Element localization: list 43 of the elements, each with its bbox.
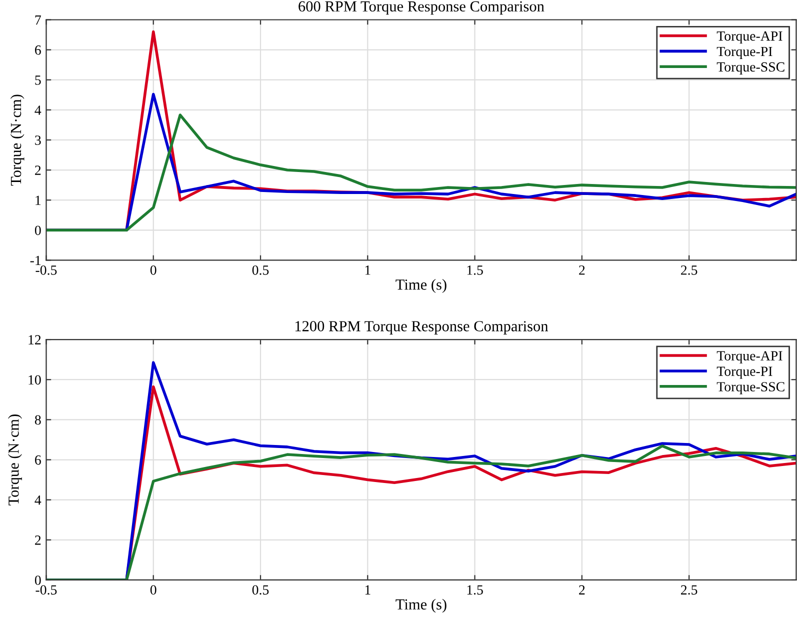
x-tick-label: 2.5 [680,585,698,595]
y-tick-label: 8 [34,415,41,425]
y-tick-label: 4 [34,496,42,505]
x-axis-title: Time (s) [396,279,446,293]
y-tick-label: 6 [35,45,41,55]
chart-title: 600 RPM Torque Response Comparison [298,1,544,15]
y-axis-title: Torque (N·cm) [10,94,24,186]
y-tick-label: 1 [36,196,41,205]
legend-label: Torque-API [716,351,782,364]
legend-label: Torque-API [716,31,782,44]
legend-label: Torque-SSC [716,382,784,394]
x-tick-label: 0.5 [252,265,269,275]
x-tick-label: 2 [579,585,585,594]
y-tick-label: 3 [35,136,41,145]
y-tick-label: 0 [34,226,41,236]
x-tick-label: 1.5 [467,585,483,595]
x-tick-label: 2 [579,265,585,275]
y-tick-label: 5 [35,76,41,85]
y-tick-label: 7 [35,15,41,25]
x-axis-title: Time (s) [396,598,446,613]
y-axis-title: Torque (N·cm) [8,414,22,506]
x-tick-label: 1.5 [467,266,483,275]
y-tick-label: 10 [28,375,41,385]
y-tick-label: 2 [35,536,41,545]
line-series [46,114,796,232]
x-tick-label: 0 [150,265,156,275]
x-tick-label: 1 [365,585,370,594]
x-tick-label: -0.5 [36,585,57,595]
legend-label: Torque-PI [716,46,772,59]
y-tick-label: 6 [35,455,41,465]
y-tick-label: 2 [35,166,41,175]
x-tick-label: 0.5 [252,585,269,595]
x-tick-label: 1 [365,266,370,275]
y-tick-label: 0 [34,576,41,585]
x-tick-label: 0 [150,585,156,595]
y-tick-label: -1 [30,256,41,266]
y-tick-label: 4 [34,106,42,115]
x-tick-label: -0.5 [36,265,57,275]
x-tick-label: 2.5 [680,265,698,275]
y-tick-label: 12 [28,335,41,344]
chart-title: 1200 RPM Torque Response Comparison [295,321,548,334]
legend-label: Torque-PI [716,366,772,379]
legend-label: Torque-SSC [716,62,784,74]
